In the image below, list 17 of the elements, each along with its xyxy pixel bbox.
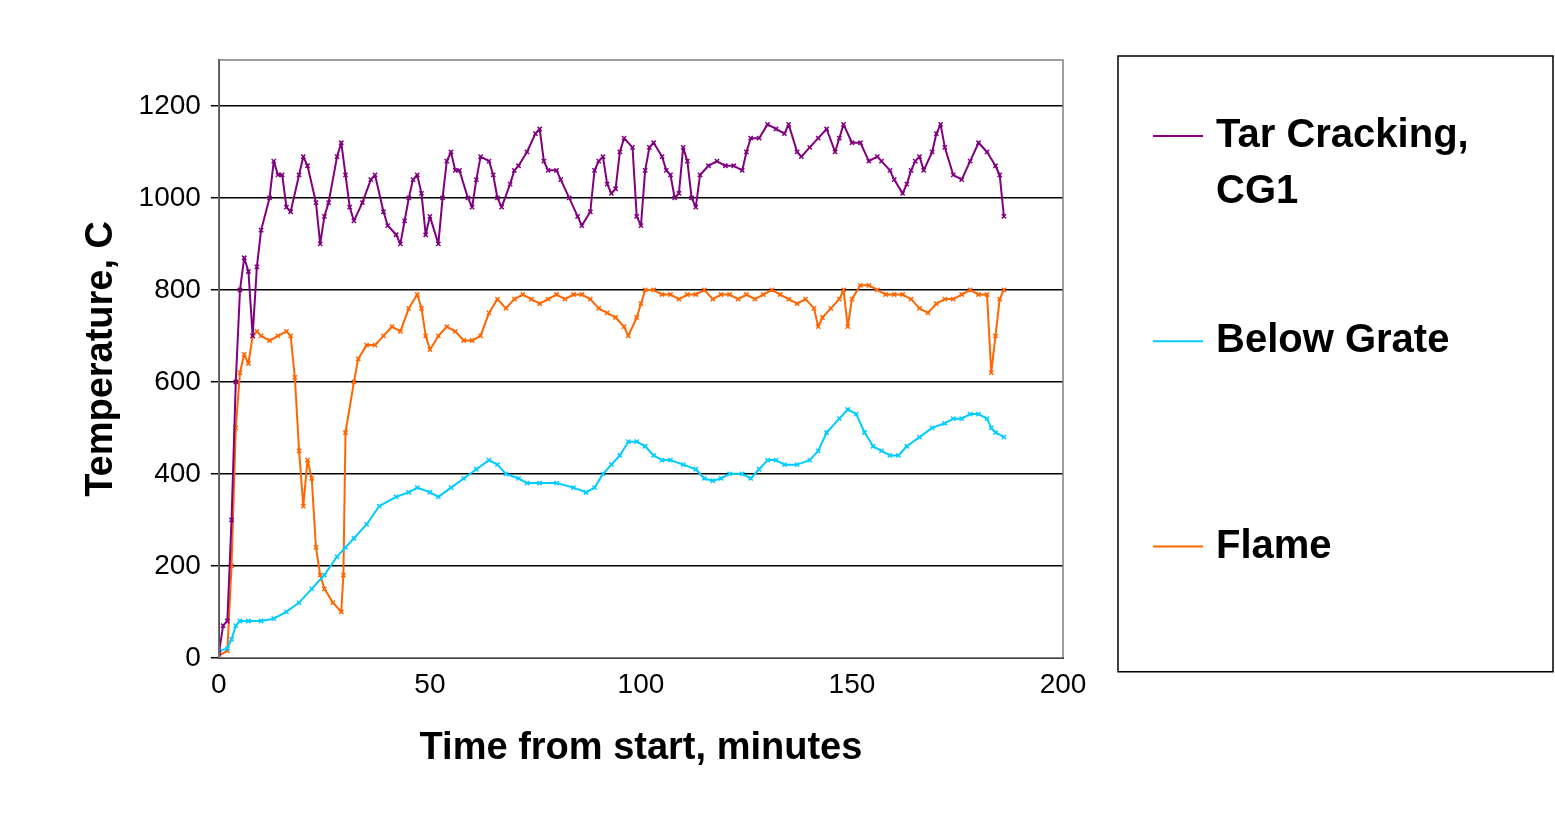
y-tick-label: 400 [154, 456, 201, 488]
x-axis-title: Time from start, minutes [419, 724, 863, 767]
y-tick-label: 1000 [138, 180, 201, 212]
y-tick-label: 1200 [138, 88, 201, 120]
y-tick-label: 0 [185, 640, 201, 672]
x-tick-label: 50 [414, 668, 446, 700]
x-tick-label: 200 [1039, 668, 1087, 700]
y-axis-title: Temperature, C [78, 220, 121, 497]
x-tick-label: 100 [617, 668, 665, 700]
x-tick-label: 150 [828, 668, 876, 700]
legend-label: Tar Cracking, CG1 [1216, 111, 1469, 212]
x-tick-label: 0 [211, 668, 227, 700]
legend-label: Flame [1216, 521, 1332, 566]
legend-label: Below Grate [1216, 316, 1450, 361]
y-tick-label: 800 [154, 272, 201, 304]
y-tick-label: 200 [154, 548, 201, 580]
y-tick-label: 600 [154, 364, 201, 396]
